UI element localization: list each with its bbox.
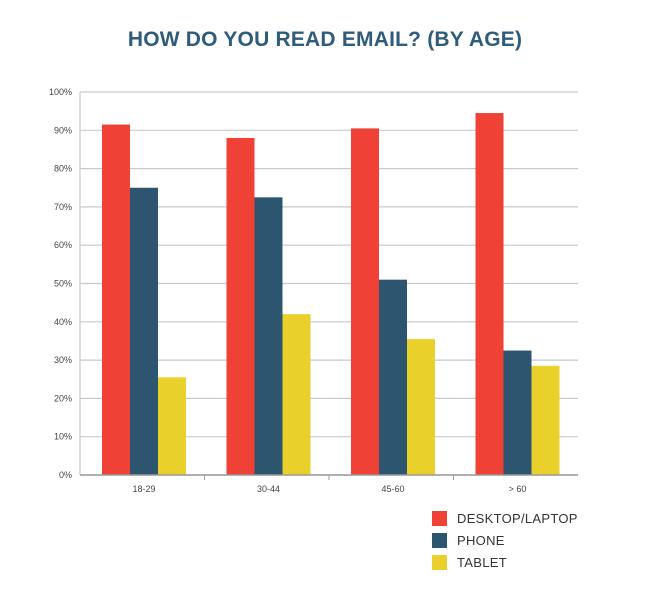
x-tick-label: > 60 xyxy=(509,484,527,494)
bar-phone-18-29 xyxy=(130,187,158,475)
y-tick-label: 70% xyxy=(54,202,72,212)
legend-swatch xyxy=(432,511,447,526)
bar-phone--60 xyxy=(503,350,532,475)
y-tick-label: 80% xyxy=(54,164,72,174)
legend-swatch xyxy=(432,533,447,548)
bar-desktop-laptop-18-29 xyxy=(102,124,130,476)
bar-tablet-18-29 xyxy=(158,377,186,475)
y-tick-label: 30% xyxy=(54,355,72,365)
x-tick-label: 45-60 xyxy=(381,484,404,494)
y-tick-label: 60% xyxy=(54,240,72,250)
legend-label: TABLET xyxy=(457,555,507,570)
legend: DESKTOP/LAPTOP PHONE TABLET xyxy=(432,511,578,570)
x-tick-label: 30-44 xyxy=(257,484,280,494)
bar-tablet--60 xyxy=(531,365,560,475)
legend-label: DESKTOP/LAPTOP xyxy=(457,511,578,526)
y-axis-tick-labels: 0% 10% 20% 30% 40% 50% 60% 70% 80% 90% 100% xyxy=(49,87,72,480)
bar-tablet-30-44 xyxy=(282,314,311,475)
y-tick-label: 10% xyxy=(54,432,72,442)
bar-phone-45-60 xyxy=(379,279,407,475)
y-tick-label: 0% xyxy=(59,470,72,480)
x-axis xyxy=(80,474,578,480)
bar-desktop-laptop-45-60 xyxy=(351,128,379,475)
y-tick-label: 40% xyxy=(54,317,72,327)
bar-tablet-45-60 xyxy=(407,339,435,475)
y-tick-label: 50% xyxy=(54,279,72,289)
legend-label: PHONE xyxy=(457,533,505,548)
y-tick-label: 90% xyxy=(54,125,72,135)
bar-desktop-laptop--60 xyxy=(475,113,504,475)
bar-phone-30-44 xyxy=(254,197,283,475)
bars xyxy=(102,113,560,476)
chart-title: HOW DO YOU READ EMAIL? (BY AGE) xyxy=(127,28,523,51)
legend-swatch xyxy=(432,555,447,570)
bar-desktop-laptop-30-44 xyxy=(226,137,255,475)
y-tick-label: 100% xyxy=(49,87,72,97)
y-tick-label: 20% xyxy=(54,393,72,403)
x-axis-tick-labels: 18-29 30-44 45-60 > 60 xyxy=(132,484,526,494)
x-tick-label: 18-29 xyxy=(132,484,155,494)
